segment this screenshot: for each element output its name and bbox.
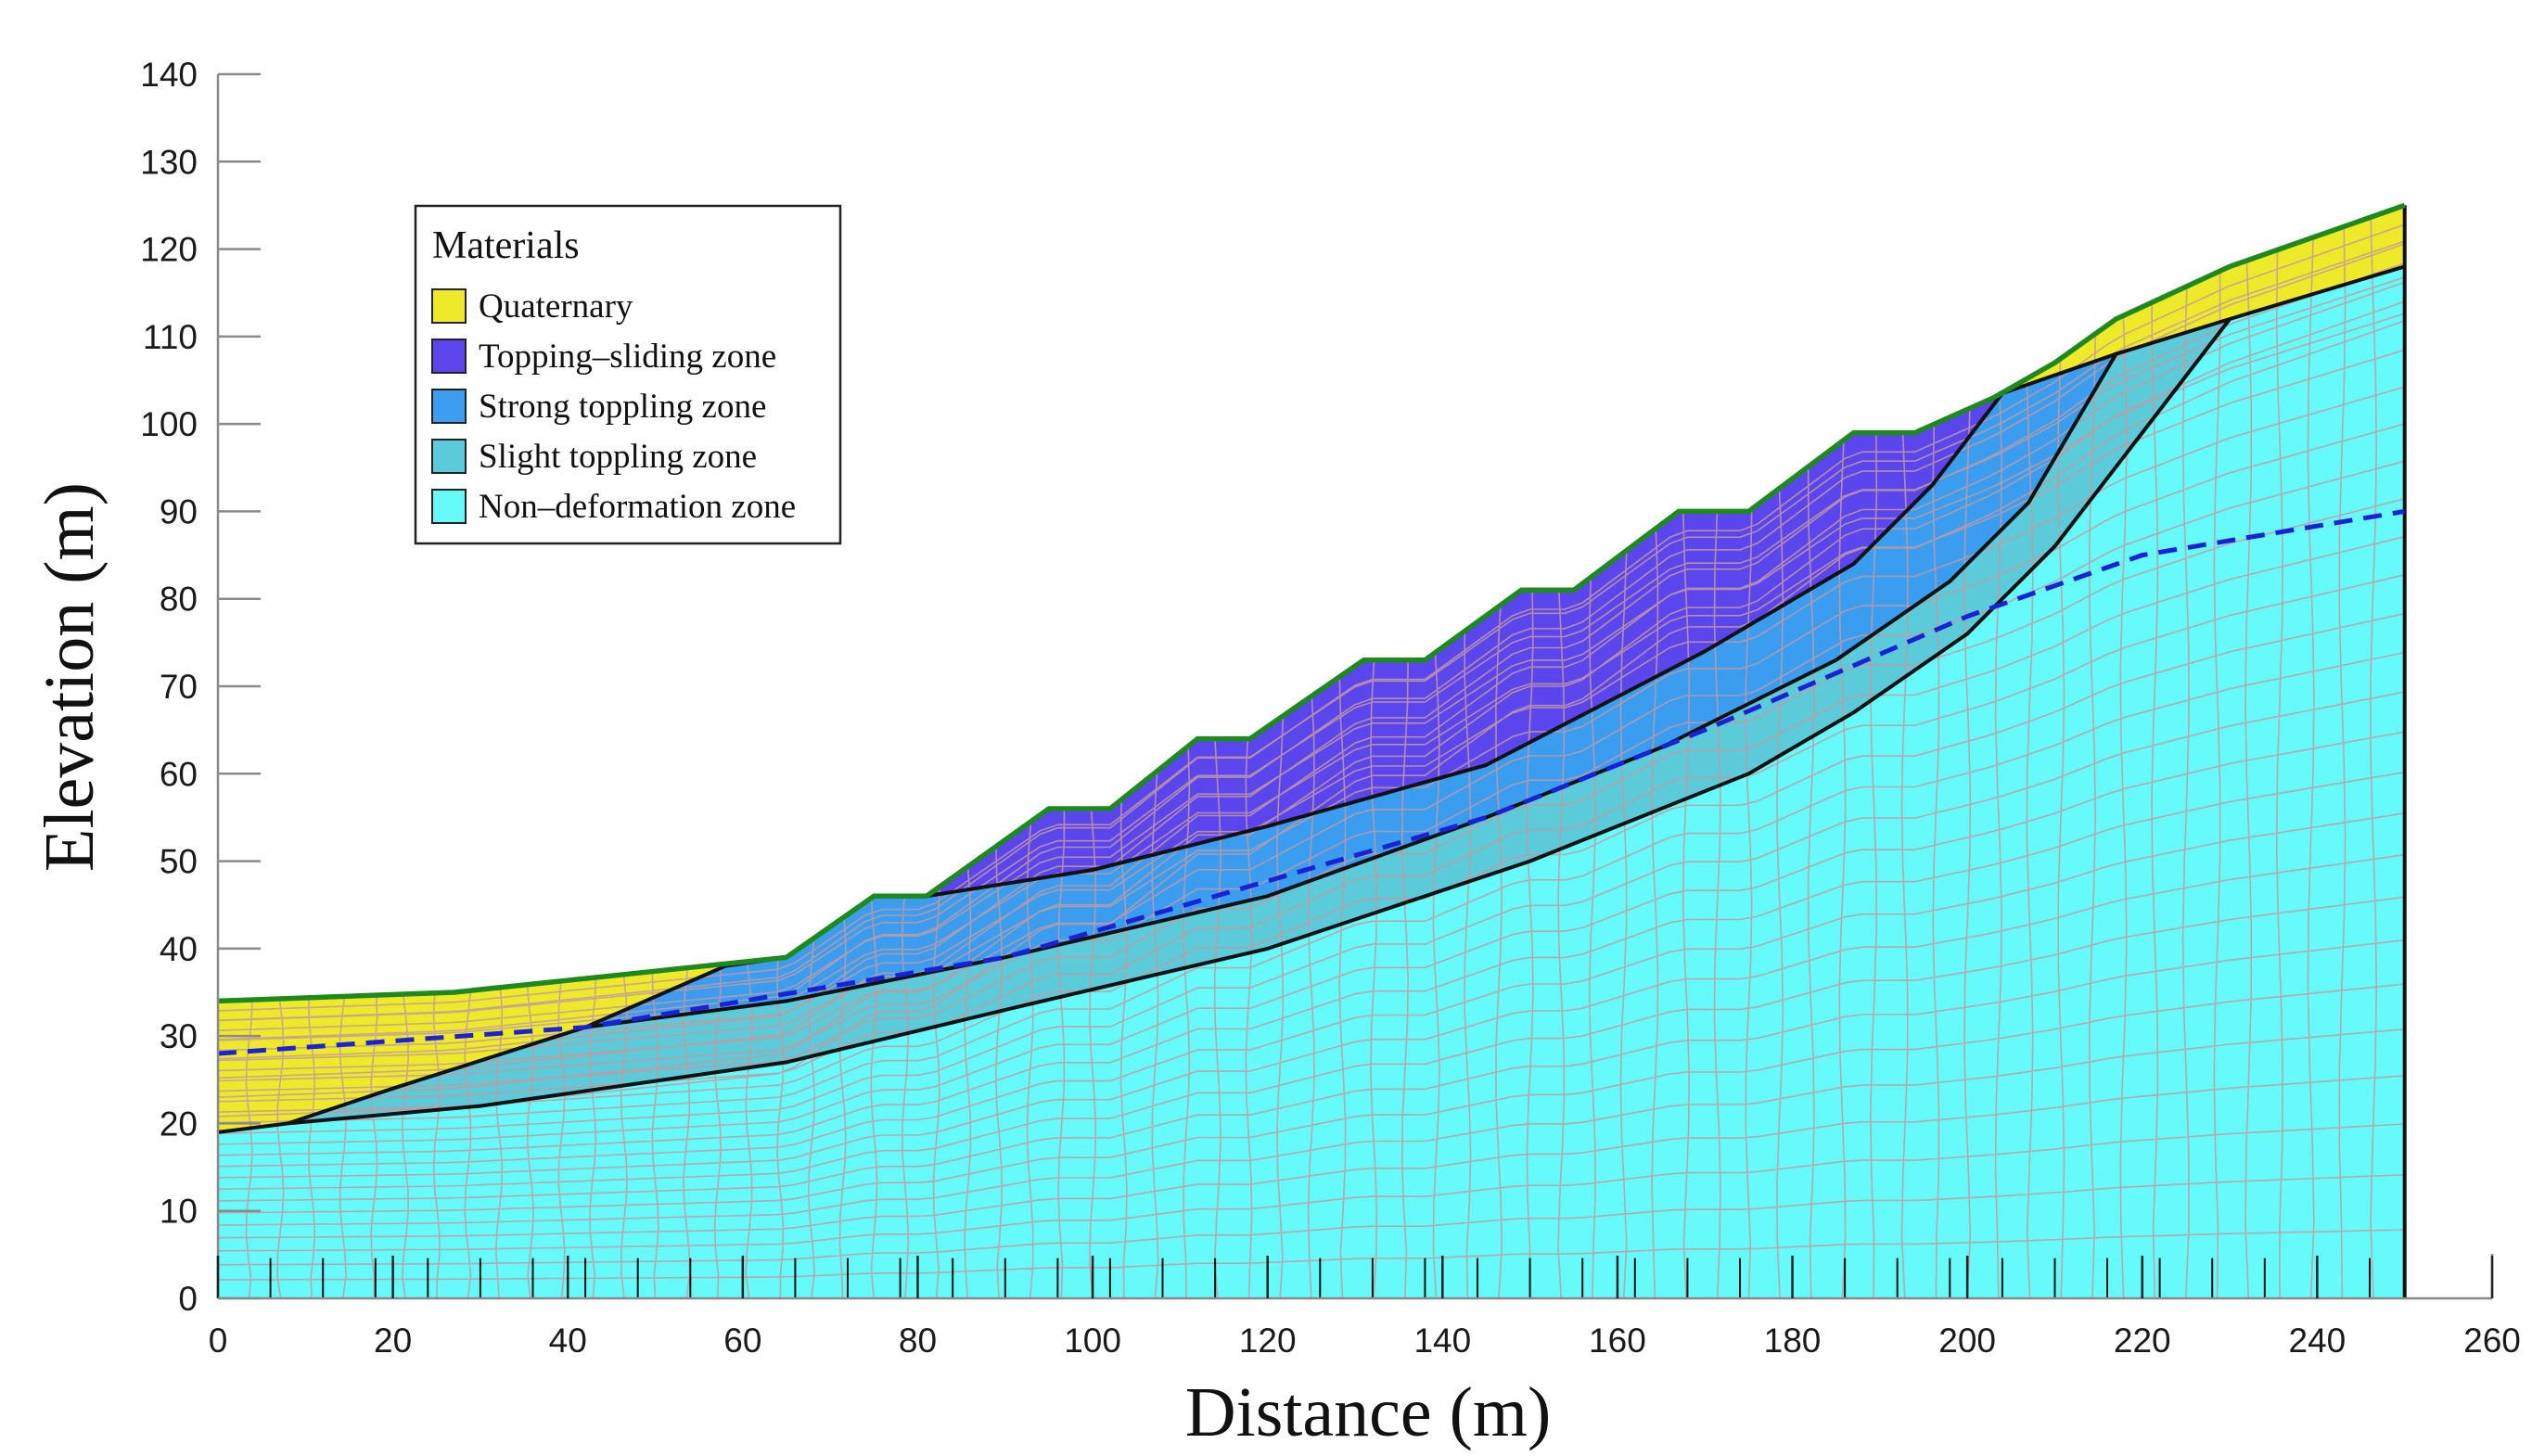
legend-swatch (431, 489, 467, 524)
y-tick-label: 100 (140, 405, 198, 443)
y-tick-label: 80 (160, 581, 198, 619)
zone-boundaries (217, 205, 2407, 1298)
legend-label: Non–deformation zone (479, 488, 796, 526)
y-tick-label: 60 (160, 755, 198, 793)
y-tick-label: 120 (140, 231, 198, 269)
x-tick-label: 120 (1239, 1322, 1297, 1360)
legend-label: Topping–sliding zone (479, 338, 776, 376)
legend-swatch (431, 338, 467, 374)
x-tick-label: 240 (2289, 1322, 2347, 1360)
finite-element-mesh (218, 216, 2405, 1298)
y-tick-label: 110 (143, 318, 198, 356)
mesh-lines (218, 216, 2405, 1298)
x-tick-label: 100 (1064, 1322, 1121, 1360)
x-tick-label: 80 (899, 1322, 937, 1360)
y-tick-label: 0 (178, 1280, 198, 1318)
y-tick-label: 20 (160, 1105, 198, 1143)
slight-toppling-zone (218, 266, 2231, 1132)
y-tick-label: 130 (140, 143, 198, 181)
legend-swatch (431, 439, 467, 474)
legend-title: Materials (432, 224, 580, 267)
x-axis-title: Distance (m) (1185, 1373, 1552, 1451)
y-tick-label: 40 (160, 930, 198, 968)
x-tick-label: 140 (1413, 1322, 1471, 1360)
x-axis-ticks: 0 20 40 60 80 100 120 140 160 180 200 220 240 260 (209, 1256, 2521, 1360)
y-tick-label: 30 (160, 1017, 198, 1055)
x-tick-label: 220 (2114, 1322, 2171, 1360)
legend-swatch (431, 389, 467, 424)
strong-zone-base-line (584, 352, 2118, 1029)
legend-label: Slight toppling zone (479, 438, 757, 476)
sliding-zone-base-line (926, 391, 2004, 899)
y-tick-label: 140 (140, 56, 198, 94)
y-tick-label: 90 (160, 492, 198, 530)
quaternary-upper-base-line (2001, 264, 2406, 395)
x-tick-label: 20 (374, 1322, 412, 1360)
x-tick-label: 260 (2463, 1322, 2521, 1360)
y-tick-label: 10 (160, 1193, 198, 1231)
x-tick-label: 200 (1938, 1322, 1996, 1360)
water-table-line (217, 508, 2406, 1056)
legend-label: Quaternary (479, 287, 633, 326)
legend-label: Strong toppling zone (479, 388, 766, 426)
legend-box (414, 204, 842, 545)
quaternary-zone-upper (1993, 205, 2405, 398)
x-tick-label: 0 (209, 1322, 228, 1360)
y-axis-ticks: 0 10 20 30 40 50 60 70 80 90 100 110 120 130 140 (140, 56, 261, 1318)
legend-swatch (431, 288, 467, 324)
legend: Materials Quaternary Topping–sliding zone… (414, 204, 842, 545)
x-tick-label: 40 (549, 1322, 587, 1360)
x-tick-label: 180 (1764, 1322, 1822, 1360)
y-tick-label: 70 (160, 668, 198, 706)
y-axis-title: Elevation (m) (31, 482, 109, 872)
y-tick-label: 50 (160, 843, 198, 881)
axes: 0 20 40 60 80 100 120 140 160 180 200 220 240 260 0 10… (31, 56, 2521, 1451)
x-tick-label: 60 (723, 1322, 761, 1360)
base-row-marks (218, 1258, 2371, 1298)
x-tick-label: 160 (1589, 1322, 1646, 1360)
ground-surface-line (217, 202, 2406, 1004)
slight-zone-base-line (288, 317, 2232, 1126)
